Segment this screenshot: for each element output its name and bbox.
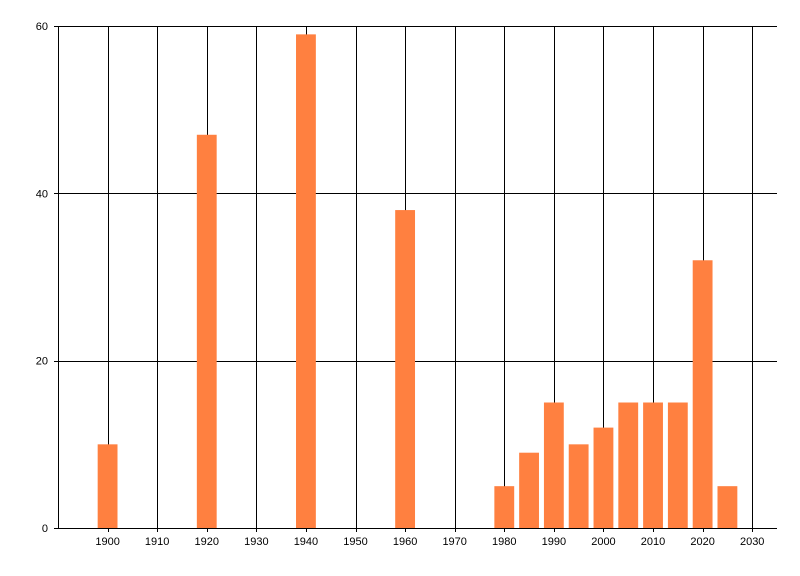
x-tick-label-1930: 1930	[244, 536, 268, 548]
bar-2000	[593, 427, 614, 528]
bars	[97, 34, 738, 529]
bar-1980	[494, 486, 515, 528]
x-tick-label-1910: 1910	[145, 536, 169, 548]
y-tick-label-20: 20	[36, 356, 48, 368]
axes	[54, 26, 777, 529]
bar-2025	[717, 486, 738, 528]
y-axis-tick-labels: 0 20 40 60	[36, 21, 48, 535]
y-tick-label-40: 40	[36, 188, 48, 200]
bar-2005	[618, 402, 639, 528]
x-tick-label-1950: 1950	[343, 536, 367, 548]
bar-2020	[692, 260, 713, 528]
bar-1990	[543, 402, 564, 528]
bar-2010	[643, 402, 663, 528]
bar-1995	[568, 444, 589, 528]
x-tick-label-1960: 1960	[393, 536, 417, 548]
x-axis-tick-labels: 1900 1910 1920 1930 1940 1950 1960 1970 1980 1990…	[95, 536, 764, 548]
y-tick-label-60: 60	[36, 21, 48, 33]
x-tick-label-2030: 2030	[740, 536, 764, 548]
x-tick-label-2020: 2020	[690, 536, 714, 548]
bar-1900	[97, 444, 118, 528]
x-tick-label-1980: 1980	[492, 536, 516, 548]
bar-1960	[395, 210, 416, 529]
x-tick-label-2000: 2000	[591, 536, 615, 548]
x-tick-label-1920: 1920	[195, 536, 219, 548]
bar-2015	[667, 402, 688, 528]
bar-1985	[519, 452, 539, 528]
y-tick-label-0: 0	[42, 523, 48, 535]
bar-1920	[196, 134, 217, 528]
x-tick-label-1940: 1940	[294, 536, 318, 548]
x-tick-label-1990: 1990	[542, 536, 566, 548]
x-tick-label-2010: 2010	[641, 536, 665, 548]
bar-1940	[296, 34, 316, 528]
x-tick-label-1900: 1900	[95, 536, 119, 548]
x-tick-label-1970: 1970	[442, 536, 466, 548]
